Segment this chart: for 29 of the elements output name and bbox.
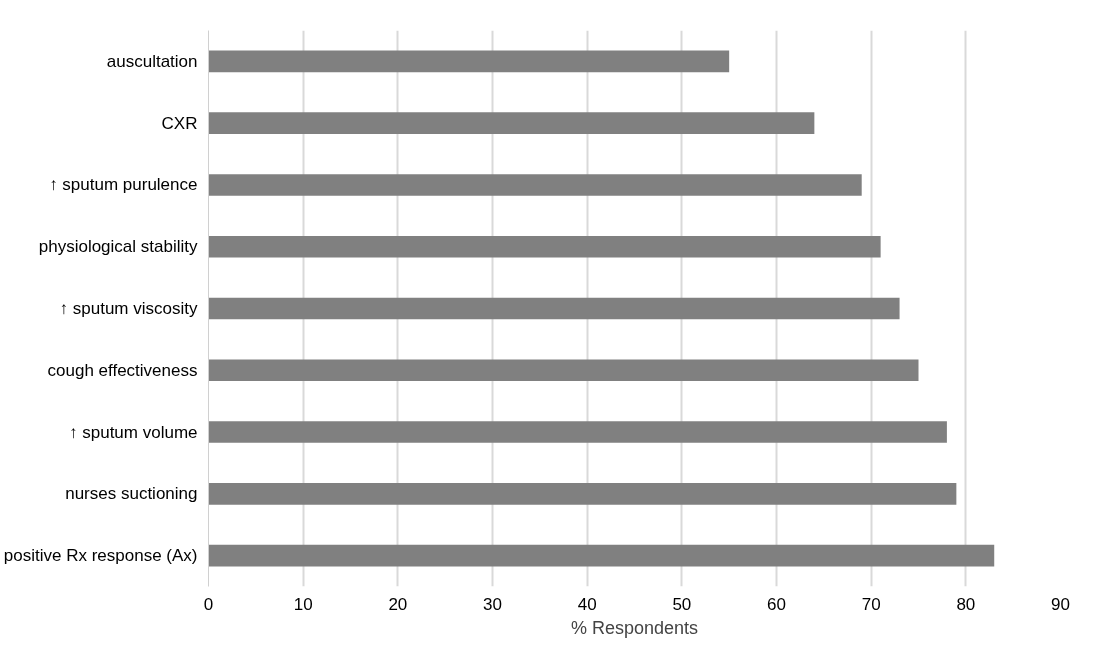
x-tick-label: 0 <box>203 594 214 614</box>
x-tick-label: 30 <box>483 594 502 614</box>
y-tick-label: ↑ sputum purulence <box>49 175 198 195</box>
y-tick-label: positive Rx response (Ax) <box>3 546 198 566</box>
x-axis-title: % Respondents <box>570 617 699 638</box>
bar <box>208 297 900 320</box>
y-tick-label: nurses suctioning <box>65 484 198 504</box>
x-tick-label: 80 <box>956 594 976 614</box>
y-tick-label: cough effectiveness <box>47 360 198 380</box>
y-tick-label: CXR <box>161 113 198 133</box>
bar <box>208 50 730 73</box>
bar <box>208 235 881 258</box>
bar <box>208 544 995 567</box>
x-tick-label: 50 <box>672 594 692 614</box>
x-tick-label: 90 <box>1051 594 1070 614</box>
x-tick-label: 70 <box>861 594 881 614</box>
y-tick-label: ↑ sputum volume <box>69 422 198 442</box>
bar <box>208 112 815 134</box>
x-tick-label: 40 <box>577 594 597 614</box>
x-tick-label: 10 <box>293 594 313 614</box>
bar <box>208 483 957 505</box>
y-tick-label: physiological stability <box>38 237 198 257</box>
y-tick-label: auscultation <box>106 51 198 71</box>
bar <box>208 174 862 196</box>
y-tick-label: ↑ sputum viscosity <box>59 299 198 318</box>
bar <box>208 359 919 382</box>
bar <box>208 421 947 443</box>
x-tick-label: 20 <box>388 594 408 614</box>
x-tick-label: 60 <box>767 594 786 614</box>
